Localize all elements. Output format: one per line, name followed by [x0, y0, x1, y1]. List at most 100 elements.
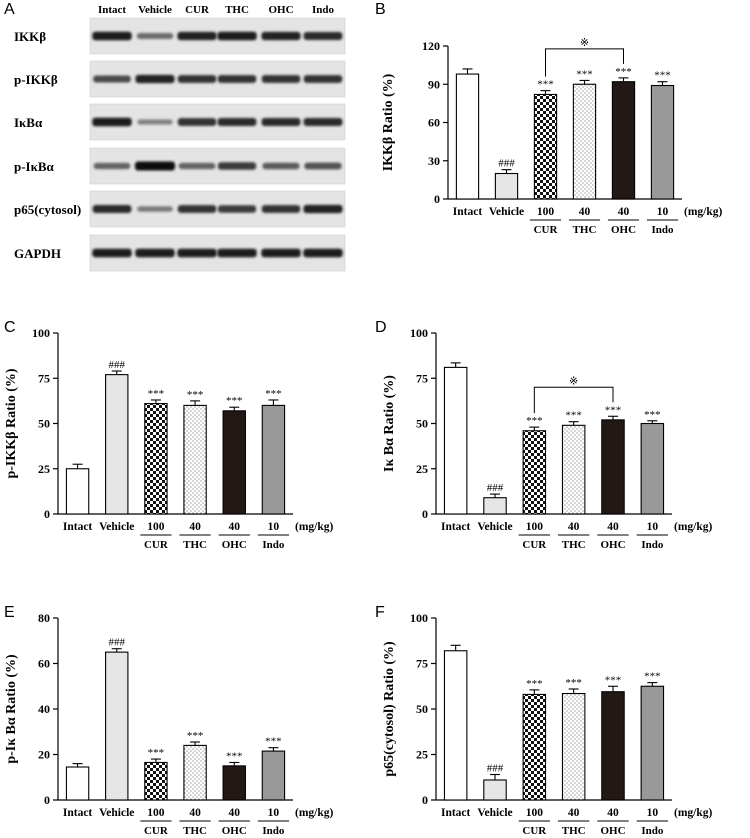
significance-mark: ***	[226, 750, 243, 762]
significance-mark: ###	[487, 482, 504, 494]
y-tick-label: 50	[416, 702, 428, 716]
significance-mark: ###	[498, 158, 515, 170]
blot-band	[261, 31, 301, 41]
y-tick-label: 75	[416, 371, 428, 385]
dose-label: 100	[526, 807, 544, 819]
y-tick-label: 50	[38, 417, 50, 431]
blot-band	[92, 117, 132, 127]
compound-label: Indo	[262, 539, 285, 551]
blot-band	[303, 248, 343, 258]
bar	[105, 651, 129, 801]
bar	[601, 691, 625, 801]
compound-label: Indo	[651, 224, 674, 236]
significance-mark: ***	[226, 395, 243, 407]
y-tick-label: 60	[38, 657, 50, 671]
blot-band	[137, 206, 173, 212]
significance-mark: ***	[526, 678, 543, 690]
significance-mark: ***	[526, 415, 543, 427]
blot-row-label: GAPDH	[14, 246, 61, 261]
significance-mark: ***	[605, 674, 622, 686]
category-label: Intact	[441, 521, 471, 533]
unit-label: (mg/kg)	[674, 521, 713, 533]
blot-band	[92, 205, 132, 213]
compound-label: THC	[562, 539, 586, 551]
compound-label: OHC	[600, 825, 625, 837]
y-tick-label: 120	[422, 39, 440, 53]
compound-label: OHC	[222, 539, 247, 551]
significance-mark: ***	[187, 730, 204, 742]
y-tick-label: 90	[428, 77, 440, 91]
bar	[65, 766, 90, 801]
panel-label: D	[375, 319, 387, 336]
significance-mark: ***	[576, 68, 593, 80]
bar	[483, 779, 507, 801]
dose-label: 100	[526, 521, 544, 533]
compound-label: THC	[573, 224, 597, 236]
blot-band	[261, 75, 301, 83]
y-tick-label: 0	[434, 192, 440, 206]
y-tick-label: 100	[32, 326, 50, 340]
blot-column-label: OHC	[268, 4, 293, 16]
compound-label: CUR	[144, 539, 169, 551]
significance-mark: ***	[565, 410, 582, 422]
category-label: Intact	[441, 807, 471, 819]
bar	[261, 404, 286, 515]
blot-band	[217, 31, 257, 41]
y-tick-label: 40	[38, 702, 50, 716]
blot-band	[304, 162, 342, 170]
bar	[443, 366, 468, 515]
significance-mark: ***	[644, 671, 661, 683]
y-tick-label: 100	[410, 611, 428, 625]
chart-panel-F: F 0 25 50 75 100 p65(cytosol) Ratio (%) ### *** *…	[375, 604, 713, 837]
panel-label: E	[4, 604, 15, 621]
bar	[640, 685, 665, 801]
blot-band	[177, 248, 217, 258]
significance-mark: ***	[615, 66, 632, 78]
bar	[561, 424, 586, 515]
blot-row-label: p-IKKβ	[14, 72, 58, 87]
blot-band	[177, 31, 217, 41]
bar	[261, 750, 286, 801]
blot-band	[136, 33, 174, 39]
bar	[105, 374, 129, 515]
dose-label: 10	[657, 206, 669, 218]
blot-band	[261, 205, 301, 213]
blot-band	[217, 248, 257, 258]
bar	[443, 650, 468, 801]
panel-label: B	[375, 1, 386, 18]
blot-row-label: IKKβ	[14, 29, 46, 44]
blot-band	[135, 248, 175, 258]
bar	[144, 761, 168, 801]
chart-panel-E: E 0 20 40 60 80 p-Iκ Bα Ratio (%) ### *** *** *** *…	[4, 604, 334, 837]
significance-mark: ###	[487, 763, 504, 775]
significance-mark: ***	[654, 70, 671, 82]
western-blot-panel: A Intact Vehicle CUR THC OHC Indo IKKβ p-IKKβ IκB…	[4, 1, 346, 272]
category-label: Vehicle	[99, 521, 134, 533]
dose-label: 100	[147, 521, 165, 533]
dose-label: 10	[268, 521, 280, 533]
dose-label: 40	[607, 807, 619, 819]
unit-label: (mg/kg)	[684, 206, 723, 218]
blot-band	[178, 162, 216, 170]
category-label: Intact	[63, 807, 93, 819]
category-label: Vehicle	[477, 807, 512, 819]
unit-label: (mg/kg)	[674, 807, 713, 819]
dose-label: 40	[579, 206, 591, 218]
category-label: Intact	[63, 521, 93, 533]
y-tick-label: 60	[428, 116, 440, 130]
chart-panel-B: B 0 30 60 90 120 IKKβ Ratio (%) ### *** *** *** ***…	[375, 1, 723, 236]
comparison-symbol: ※	[569, 375, 578, 387]
bar	[650, 84, 675, 200]
blot-band	[217, 162, 257, 170]
blot-band	[261, 248, 301, 258]
dose-label: 40	[568, 521, 580, 533]
category-label: Intact	[453, 206, 483, 218]
blot-band	[303, 204, 343, 214]
dose-label: 10	[268, 807, 280, 819]
bar	[455, 73, 480, 200]
blot-strip	[89, 103, 346, 141]
chart-panel-D: D 0 25 50 75 100 Iκ Bα Ratio (%) ### *** *** *** **…	[375, 319, 713, 551]
y-tick-label: 0	[422, 507, 428, 521]
bar	[144, 403, 168, 515]
bar	[222, 765, 246, 801]
